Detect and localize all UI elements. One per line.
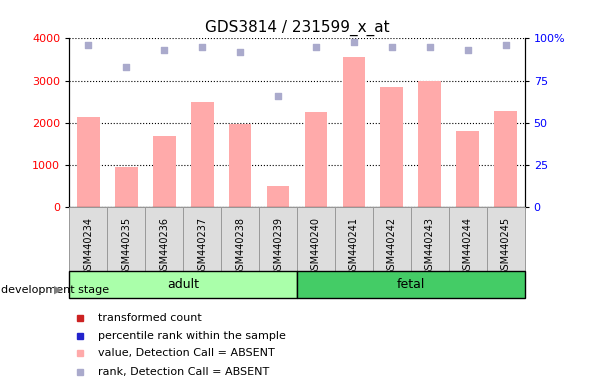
Text: transformed count: transformed count [98, 313, 201, 323]
Text: GSM440239: GSM440239 [273, 217, 283, 276]
Text: GSM440236: GSM440236 [159, 217, 169, 276]
Point [273, 93, 283, 99]
Text: GSM440242: GSM440242 [387, 217, 397, 276]
Text: percentile rank within the sample: percentile rank within the sample [98, 331, 285, 341]
Bar [411, 207, 449, 271]
Bar [418, 81, 441, 207]
Bar [335, 207, 373, 271]
Point [501, 42, 511, 48]
Text: GSM440234: GSM440234 [83, 217, 93, 276]
Bar [449, 207, 487, 271]
Text: ▶: ▶ [54, 285, 62, 295]
Bar [297, 271, 525, 298]
Bar [373, 207, 411, 271]
Bar [69, 271, 297, 298]
Bar [107, 207, 145, 271]
Bar [221, 207, 259, 271]
Text: GSM440235: GSM440235 [121, 217, 131, 276]
Bar [487, 207, 525, 271]
Point [197, 44, 207, 50]
Bar [494, 111, 517, 207]
Bar [259, 207, 297, 271]
Point [425, 44, 435, 50]
Bar [183, 207, 221, 271]
Text: development stage: development stage [1, 285, 109, 295]
Text: GSM440240: GSM440240 [311, 217, 321, 276]
Text: GSM440238: GSM440238 [235, 217, 245, 276]
Point [387, 44, 397, 50]
Point [463, 47, 473, 53]
Title: GDS3814 / 231599_x_at: GDS3814 / 231599_x_at [204, 20, 390, 36]
Point [235, 49, 245, 55]
Bar [153, 136, 175, 207]
Point [349, 39, 359, 45]
Bar [115, 167, 137, 207]
Bar [229, 124, 251, 207]
Text: fetal: fetal [397, 278, 425, 291]
Text: GSM440237: GSM440237 [197, 217, 207, 276]
Text: GSM440241: GSM440241 [349, 217, 359, 276]
Text: rank, Detection Call = ABSENT: rank, Detection Call = ABSENT [98, 367, 269, 377]
Bar [145, 207, 183, 271]
Point [311, 44, 321, 50]
Point [121, 64, 131, 70]
Bar [191, 102, 213, 207]
Bar [305, 112, 327, 207]
Bar [267, 186, 289, 207]
Text: adult: adult [167, 278, 199, 291]
Text: value, Detection Call = ABSENT: value, Detection Call = ABSENT [98, 348, 274, 358]
Bar [343, 57, 365, 207]
Point [159, 47, 169, 53]
Bar [77, 117, 99, 207]
Bar [69, 207, 107, 271]
Text: GSM440243: GSM440243 [425, 217, 435, 276]
Point [83, 42, 93, 48]
Bar [297, 207, 335, 271]
Text: GSM440244: GSM440244 [463, 217, 473, 276]
Bar [380, 87, 403, 207]
Text: GSM440245: GSM440245 [500, 217, 511, 276]
Bar [456, 131, 479, 207]
